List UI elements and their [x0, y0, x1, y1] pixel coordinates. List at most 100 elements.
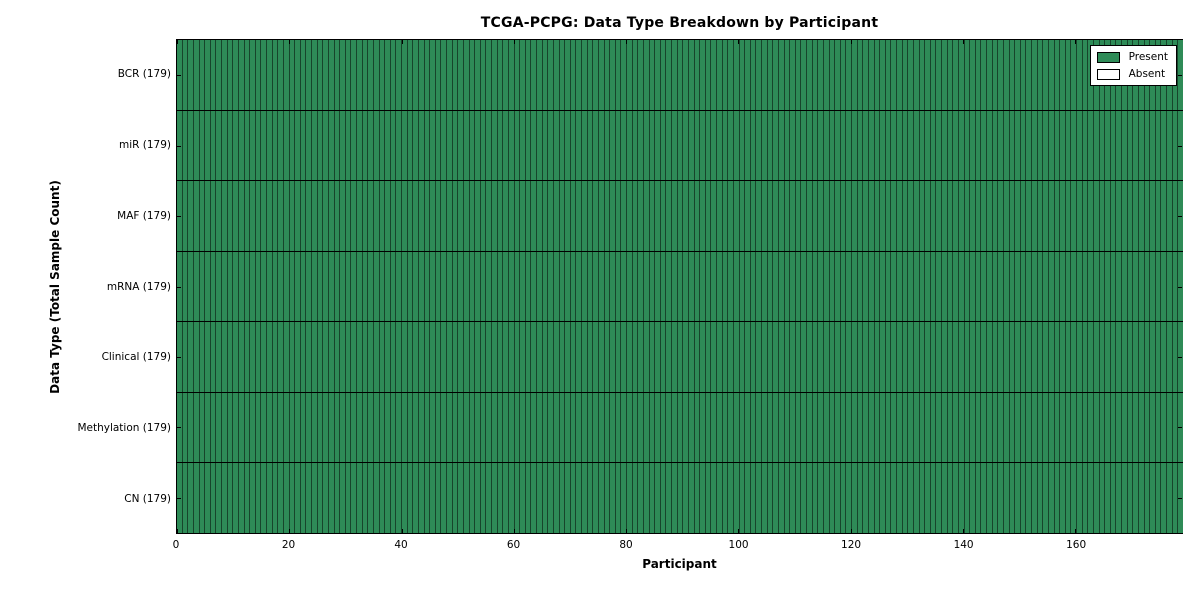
x-tick-mark	[401, 529, 403, 533]
heatmap-cell	[880, 392, 886, 463]
heatmap-cell	[1172, 251, 1179, 322]
heatmap-cell	[947, 110, 954, 181]
heatmap-cell	[908, 463, 914, 534]
heatmap-cell	[913, 251, 920, 322]
heatmap-cell	[762, 110, 768, 181]
heatmap-cell	[953, 181, 959, 251]
heatmap-cell	[1026, 322, 1032, 392]
heatmap-cell	[1161, 322, 1167, 392]
heatmap-cell	[643, 251, 650, 322]
heatmap-cell	[717, 40, 723, 110]
heatmap-cell	[255, 181, 262, 251]
heatmap-cell	[514, 322, 521, 392]
heatmap-cell	[868, 322, 875, 392]
heatmap-cell	[407, 40, 414, 110]
heatmap-cell	[823, 40, 830, 110]
heatmap-cell	[621, 251, 627, 322]
heatmap-cell	[688, 322, 695, 392]
heatmap-cell	[480, 463, 487, 534]
heatmap-cell	[762, 392, 768, 463]
heatmap-cell	[1071, 110, 1077, 181]
heatmap-cell	[548, 40, 554, 110]
heatmap-cell	[857, 181, 864, 251]
heatmap-cell	[711, 40, 717, 110]
heatmap-cell	[1032, 40, 1038, 110]
heatmap-cell	[666, 251, 672, 322]
heatmap-cell	[1099, 181, 1106, 251]
heatmap-cell	[188, 251, 194, 322]
heatmap-cell	[458, 40, 464, 110]
heatmap-cell	[570, 40, 577, 110]
heatmap-cell	[497, 251, 504, 322]
heatmap-cell	[1127, 322, 1134, 392]
heatmap-row-clinical	[177, 322, 1183, 393]
plot-area: Present Absent	[176, 39, 1183, 534]
heatmap-cell	[604, 322, 611, 392]
heatmap-cell	[278, 322, 284, 392]
heatmap-cell	[666, 463, 672, 534]
heatmap-cell	[846, 110, 852, 181]
heatmap-cell	[992, 251, 999, 322]
heatmap-cell	[441, 463, 447, 534]
heatmap-cell	[863, 392, 869, 463]
heatmap-cell	[790, 181, 796, 251]
heatmap-cell	[745, 181, 751, 251]
heatmap-cell	[615, 463, 622, 534]
heatmap-cell	[210, 251, 217, 322]
heatmap-cell	[553, 322, 560, 392]
heatmap-cell	[255, 392, 262, 463]
heatmap-cell	[244, 251, 251, 322]
y-tick-mark	[1178, 427, 1182, 429]
heatmap-cell	[1122, 392, 1128, 463]
heatmap-cell	[936, 110, 942, 181]
heatmap-cell	[357, 322, 363, 392]
heatmap-cell	[182, 181, 189, 251]
heatmap-cell	[835, 40, 841, 110]
heatmap-cell	[717, 392, 723, 463]
heatmap-cell	[244, 181, 251, 251]
heatmap-cell	[767, 181, 774, 251]
heatmap-cell	[868, 110, 875, 181]
heatmap-cell	[1133, 251, 1139, 322]
heatmap-cell	[632, 463, 639, 534]
heatmap-cell	[188, 463, 194, 534]
heatmap-cell	[998, 40, 1004, 110]
heatmap-cell	[295, 181, 301, 251]
heatmap-cell	[312, 40, 318, 110]
y-tick-mark	[177, 145, 181, 147]
heatmap-cell	[913, 322, 920, 392]
heatmap-cell	[312, 110, 318, 181]
heatmap-cell	[677, 181, 684, 251]
heatmap-cell	[548, 322, 554, 392]
heatmap-cell	[688, 110, 695, 181]
heatmap-cell	[874, 110, 881, 181]
heatmap-cell	[1178, 40, 1183, 110]
heatmap-cell	[182, 392, 189, 463]
heatmap-cell	[1110, 110, 1117, 181]
heatmap-cell	[840, 40, 847, 110]
heatmap-cell	[351, 322, 357, 392]
heatmap-cell	[728, 110, 734, 181]
heatmap-cell	[1144, 181, 1151, 251]
heatmap-cell	[632, 322, 639, 392]
heatmap-cell	[829, 322, 836, 392]
heatmap-cell	[1071, 40, 1077, 110]
heatmap-cell	[1105, 463, 1111, 534]
heatmap-cell	[1003, 181, 1010, 251]
heatmap-cell	[430, 110, 436, 181]
heatmap-cell	[1026, 251, 1032, 322]
heatmap-cell	[508, 181, 515, 251]
heatmap-cell	[272, 110, 279, 181]
heatmap-cell	[1054, 110, 1061, 181]
heatmap-cell	[936, 463, 942, 534]
x-tick-mark	[177, 40, 178, 44]
heatmap-cell	[441, 322, 447, 392]
heatmap-cell	[272, 40, 279, 110]
heatmap-cell	[733, 463, 740, 534]
x-tick-mark	[401, 40, 403, 44]
heatmap-cell	[1155, 322, 1162, 392]
heatmap-cell	[919, 110, 926, 181]
heatmap-cell	[835, 251, 841, 322]
heatmap-cell	[587, 392, 594, 463]
heatmap-cell	[1032, 110, 1038, 181]
